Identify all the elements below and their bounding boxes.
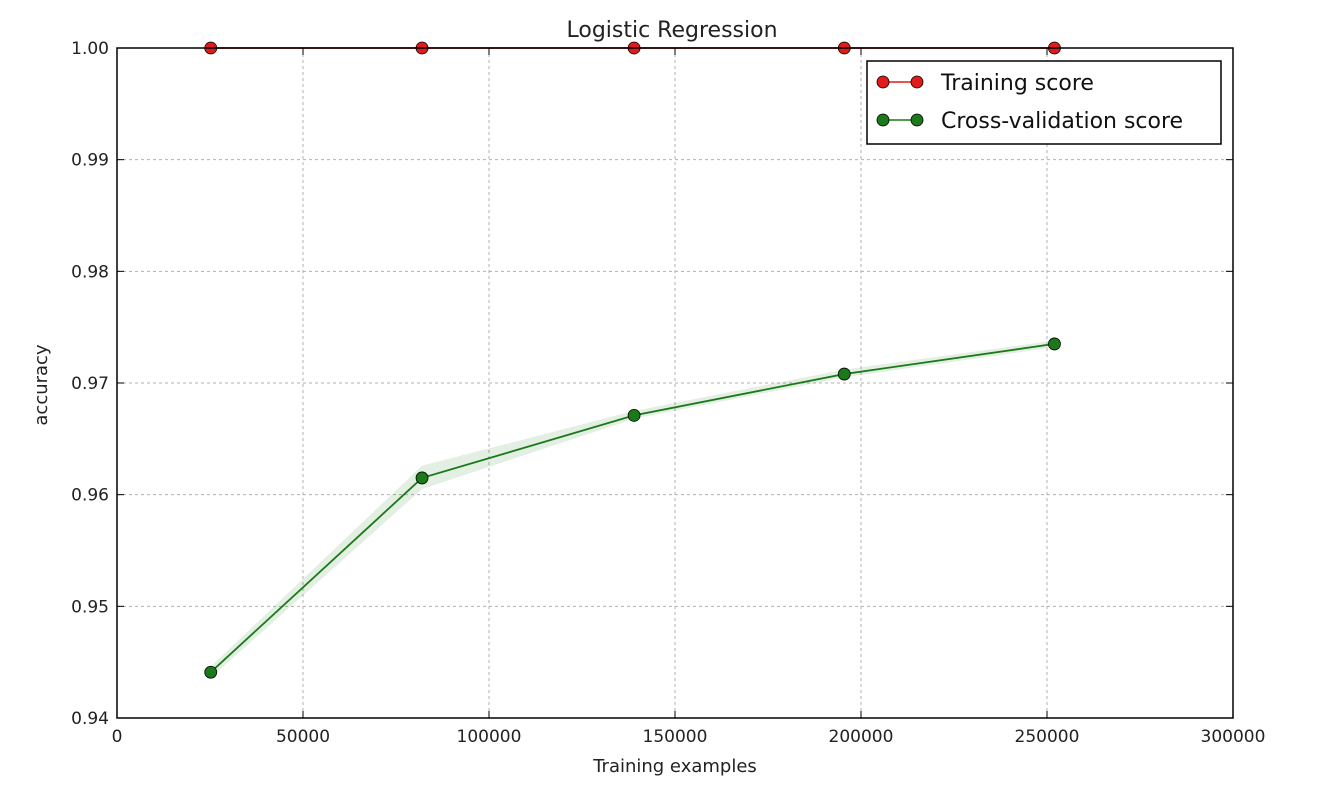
- x-axis-label: Training examples: [592, 756, 757, 777]
- chart-title: Logistic Regression: [566, 18, 777, 43]
- x-tick-label: 300000: [1201, 727, 1266, 747]
- legend-entry-cross-validation: Cross-validation score: [876, 109, 1183, 134]
- y-tick-label: 0.98: [71, 262, 109, 282]
- y-tick-label: 0.96: [71, 486, 109, 506]
- legend-marker-training: [910, 75, 924, 89]
- legend-marker-training: [876, 75, 890, 89]
- x-tick-label: 50000: [276, 727, 330, 747]
- point-cross-validation-score: [204, 665, 218, 679]
- point-cross-validation-score: [1048, 337, 1061, 351]
- legend-label-cross-validation: Cross-validation score: [941, 109, 1183, 134]
- x-axis-ticks: 0 50000 100000 150000 200000 250000 300000: [112, 48, 1266, 747]
- legend-box: [866, 60, 1222, 145]
- y-tick-label: 0.94: [71, 709, 109, 729]
- legend: Training score Cross-validation score: [866, 60, 1222, 145]
- y-axis-label: accuracy: [31, 344, 52, 426]
- x-tick-label: 100000: [457, 727, 522, 747]
- y-tick-label: 1.00: [71, 39, 109, 59]
- y-axis-ticks: 0.94 0.95 0.96 0.97 0.98 0.99 1.00: [71, 39, 1233, 729]
- point-cross-validation-score: [415, 471, 429, 485]
- line-cross-validation-score: [210, 343, 1055, 673]
- band-cross-validation-score: [210, 340, 1055, 678]
- x-tick-label: 250000: [1015, 727, 1080, 747]
- legend-entry-training: Training score: [876, 71, 1094, 96]
- legend-label-training: Training score: [940, 71, 1094, 96]
- y-tick-label: 0.97: [71, 374, 109, 394]
- grid-lines: [116, 47, 1234, 719]
- point-cross-validation-score: [627, 408, 641, 422]
- legend-marker-cross-validation: [876, 113, 890, 127]
- point-cross-validation-score: [837, 367, 851, 381]
- x-tick-label: 0: [112, 727, 123, 747]
- y-tick-label: 0.95: [71, 597, 109, 617]
- x-tick-label: 200000: [829, 727, 894, 747]
- legend-marker-cross-validation: [910, 113, 924, 127]
- x-tick-label: 150000: [643, 727, 708, 747]
- confidence-bands: [210, 340, 1055, 678]
- y-tick-label: 0.99: [71, 151, 109, 171]
